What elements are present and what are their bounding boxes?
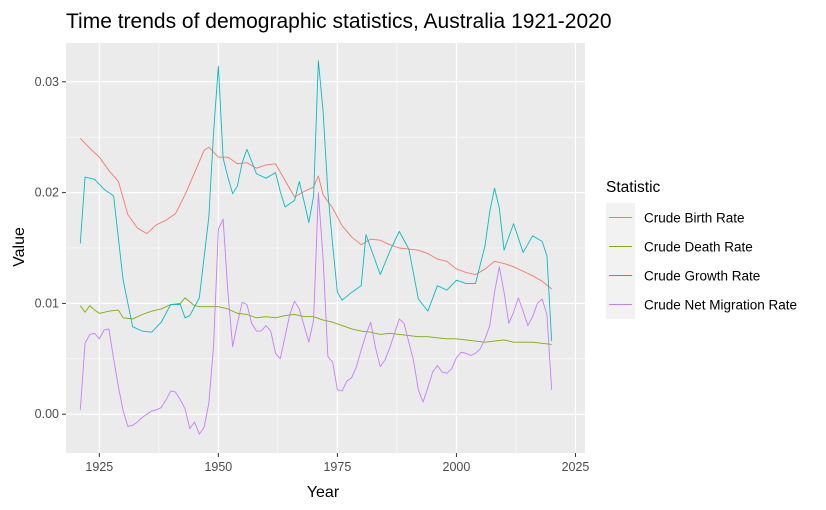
series-line-crude-net-migration-rate xyxy=(79,192,553,435)
series-line-crude-birth-rate xyxy=(79,137,552,290)
y-tick-label: 0.03 xyxy=(35,75,59,89)
axis-ticks xyxy=(62,81,576,457)
x-axis-title: Year xyxy=(307,484,340,501)
chart-title: Time trends of demographic statistics, A… xyxy=(66,10,612,33)
series-line-crude-growth-rate xyxy=(79,60,553,342)
x-tick-label: 1950 xyxy=(204,460,232,474)
legend-item-crude-growth-rate: Crude Growth Rate xyxy=(606,261,760,290)
legend: Statistic Crude Birth Rate Crude Death Ra… xyxy=(606,179,797,319)
legend-item-crude-net-migration-rate: Crude Net Migration Rate xyxy=(606,290,797,319)
legend-title: Statistic xyxy=(606,179,661,196)
legend-label: Crude Net Migration Rate xyxy=(644,298,797,313)
y-tick-label: 0.02 xyxy=(35,186,59,200)
x-tick-label: 2025 xyxy=(562,460,590,474)
x-tick-label: 1975 xyxy=(323,460,351,474)
x-tick-labels: 1925 1950 1975 2000 2025 xyxy=(85,460,589,474)
legend-label: Crude Growth Rate xyxy=(644,269,760,284)
x-tick-label: 1925 xyxy=(85,460,113,474)
legend-label: Crude Death Rate xyxy=(644,240,753,255)
legend-item-crude-death-rate: Crude Death Rate xyxy=(606,232,753,261)
x-tick-label: 2000 xyxy=(443,460,471,474)
y-tick-label: 0.01 xyxy=(35,296,59,310)
series-lines xyxy=(79,60,553,435)
legend-items: Crude Birth Rate Crude Death Rate Crude Gr… xyxy=(606,203,797,319)
legend-label: Crude Birth Rate xyxy=(644,211,745,226)
series-line-crude-death-rate xyxy=(79,297,552,345)
y-tick-labels: 0.00 0.01 0.02 0.03 xyxy=(35,75,59,421)
legend-item-crude-birth-rate: Crude Birth Rate xyxy=(606,203,745,232)
minor-gridlines xyxy=(66,43,585,453)
y-axis-title: Value xyxy=(11,227,28,267)
y-tick-label: 0.00 xyxy=(35,407,59,421)
